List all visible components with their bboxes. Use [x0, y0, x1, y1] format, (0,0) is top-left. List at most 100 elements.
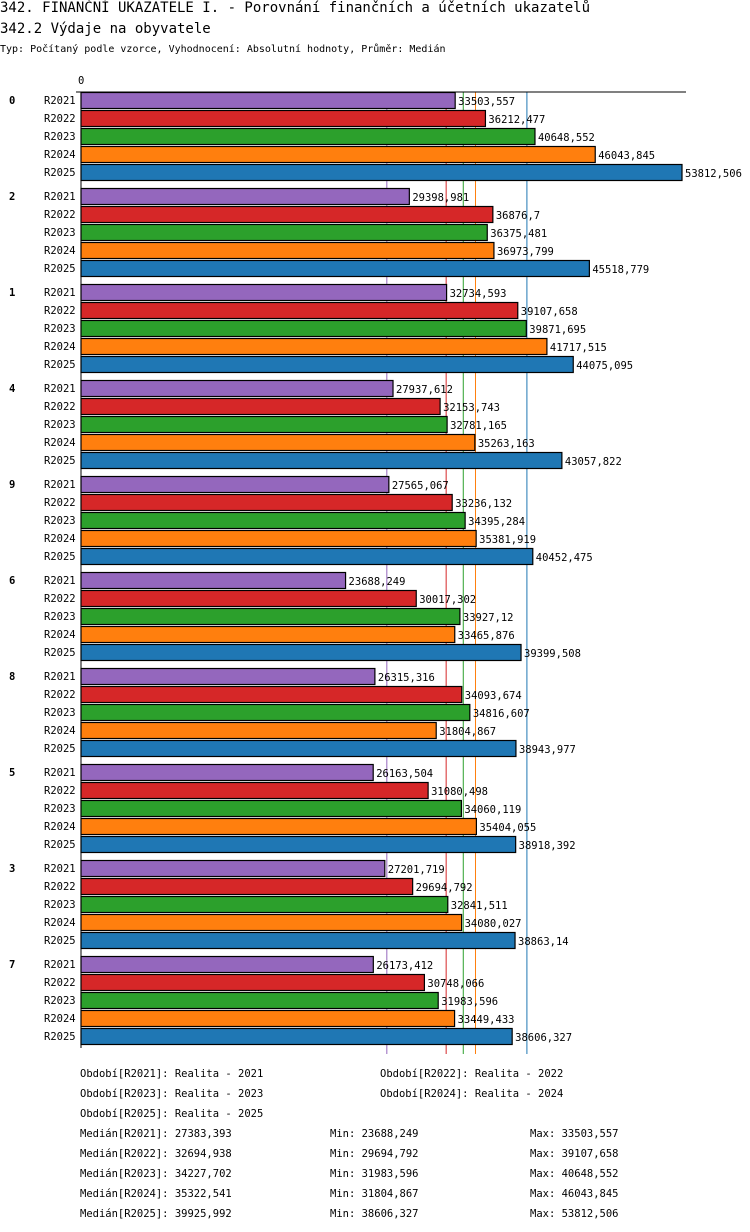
min-stat: Min: 29694,792 [330, 1148, 419, 1160]
data-label: 36876,7 [496, 210, 540, 222]
bar-0-r2022 [80, 109, 487, 128]
series-label: R2025 [44, 647, 76, 659]
min-stat: Min: 38606,327 [330, 1208, 419, 1220]
series-label: R2025 [44, 551, 76, 563]
bar-6-r2022 [80, 589, 417, 608]
data-label: 31983,596 [441, 996, 498, 1008]
bar-6-r2024 [80, 625, 456, 644]
data-label: 40452,475 [536, 552, 593, 564]
bar-5-r2023 [80, 799, 462, 818]
bar-2-r2021 [80, 187, 410, 206]
series-label: R2024 [44, 149, 76, 161]
bar-0-r2025 [80, 163, 683, 182]
data-label: 46043,845 [598, 150, 655, 162]
data-label: 30017,302 [419, 594, 476, 606]
series-label: R2021 [44, 191, 76, 203]
data-label: 26315,316 [378, 672, 435, 684]
page-subtitle: 342.2 Výdaje na obyvatele [0, 21, 211, 37]
series-label: R2022 [44, 401, 76, 413]
series-label: R2025 [44, 263, 76, 275]
series-label: R2021 [44, 287, 76, 299]
series-label: R2021 [44, 575, 76, 587]
max-stat: Max: 40648,552 [530, 1168, 619, 1180]
series-label: R2023 [44, 995, 76, 1007]
bar-6-r2021 [80, 571, 347, 590]
bar-8-r2024 [80, 721, 437, 740]
data-label: 29694,792 [416, 882, 473, 894]
bar-5-r2025 [80, 835, 517, 854]
series-label: R2025 [44, 935, 76, 947]
bar-2-r2024 [80, 241, 495, 260]
series-label: R2025 [44, 1031, 76, 1043]
axis-zero-label: 0 [78, 75, 84, 87]
series-label: R2023 [44, 419, 76, 431]
bar-7-r2022 [80, 973, 426, 992]
group-label: 7 [9, 959, 15, 971]
data-label: 27201,719 [388, 864, 445, 876]
data-label: 44075,095 [576, 360, 633, 372]
bar-5-r2024 [80, 817, 478, 836]
group-label: 4 [9, 383, 15, 395]
bar-7-r2025 [80, 1027, 513, 1046]
series-label: R2021 [44, 479, 76, 491]
median-stat: Medián[R2025]: 39925,992 [80, 1208, 232, 1220]
min-stat: Min: 23688,249 [330, 1128, 419, 1140]
bar-9-r2021 [80, 475, 390, 494]
data-label: 35263,163 [478, 438, 535, 450]
period-legend-item: Období[R2024]: Realita - 2024 [380, 1088, 564, 1100]
data-label: 30748,066 [427, 978, 484, 990]
series-label: R2022 [44, 689, 76, 701]
data-label: 39107,658 [521, 306, 578, 318]
bar-8-r2021 [80, 667, 376, 686]
series-label: R2024 [44, 533, 76, 545]
series-label: R2022 [44, 113, 76, 125]
data-label: 33449,433 [458, 1014, 515, 1026]
series-label: R2024 [44, 917, 76, 929]
data-label: 40648,552 [538, 132, 595, 144]
series-label: R2023 [44, 611, 76, 623]
series-label: R2023 [44, 227, 76, 239]
data-label: 32781,165 [450, 420, 507, 432]
bar-1-r2022 [80, 301, 519, 320]
data-label: 23688,249 [349, 576, 406, 588]
period-legend-item: Období[R2025]: Realita - 2025 [80, 1108, 264, 1120]
median-stat: Medián[R2023]: 34227,702 [80, 1168, 232, 1180]
bar-4-r2025 [80, 451, 563, 470]
min-stat: Min: 31804,867 [330, 1188, 419, 1200]
series-label: R2022 [44, 497, 76, 509]
series-label: R2023 [44, 131, 76, 143]
data-label: 26163,504 [376, 768, 433, 780]
series-label: R2022 [44, 305, 76, 317]
data-label: 45518,779 [592, 264, 649, 276]
bar-7-r2021 [80, 955, 374, 974]
data-label: 33927,12 [463, 612, 514, 624]
bar-5-r2022 [80, 781, 429, 800]
series-label: R2025 [44, 743, 76, 755]
data-label: 32841,511 [451, 900, 508, 912]
max-stat: Max: 39107,658 [530, 1148, 619, 1160]
bar-7-r2024 [80, 1009, 456, 1028]
data-label: 38918,392 [519, 840, 576, 852]
series-label: R2024 [44, 437, 76, 449]
bar-1-r2021 [80, 283, 448, 302]
period-legend-item: Období[R2022]: Realita - 2022 [380, 1068, 564, 1080]
bar-3-r2021 [80, 859, 386, 878]
type-line: Typ: Počítaný podle vzorce, Vyhodnocení:… [0, 44, 446, 55]
data-label: 38606,327 [515, 1032, 572, 1044]
bar-3-r2022 [80, 877, 414, 896]
group-label: 6 [9, 575, 15, 587]
bar-0-r2024 [80, 145, 596, 164]
data-label: 27937,612 [396, 384, 453, 396]
series-label: R2023 [44, 707, 76, 719]
bar-0-r2023 [80, 127, 536, 146]
bar-4-r2022 [80, 397, 441, 416]
bar-0-r2021 [80, 91, 456, 110]
series-label: R2025 [44, 359, 76, 371]
bar-4-r2021 [80, 379, 394, 398]
median-stat: Medián[R2024]: 35322,541 [80, 1188, 232, 1200]
max-stat: Max: 46043,845 [530, 1188, 619, 1200]
period-legend-item: Období[R2023]: Realita - 2023 [80, 1088, 264, 1100]
data-label: 34093,674 [465, 690, 522, 702]
bar-1-r2025 [80, 355, 574, 374]
